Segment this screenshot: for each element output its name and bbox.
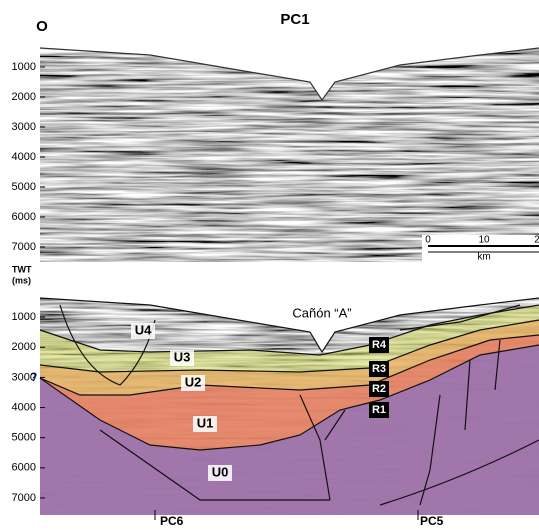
y-tick-label: 3000	[12, 121, 36, 133]
profile-label: PC6	[160, 514, 184, 528]
annotation: Cañón “A”	[292, 305, 351, 320]
y-tick-label: 1000	[12, 61, 36, 73]
horizon-r4	[39, 304, 539, 356]
reflector-label: R3	[372, 363, 386, 375]
reflector-label: R1	[372, 404, 386, 416]
fault	[399, 304, 521, 331]
y-tick-label: 7000	[12, 241, 36, 253]
axis-label: (ms)	[12, 275, 31, 285]
scale-label: 2	[534, 235, 539, 246]
fault	[59, 304, 156, 386]
axis-label: TWT	[12, 264, 32, 274]
title: PC1	[280, 11, 309, 28]
reflector-label: R4	[372, 339, 387, 351]
fault	[379, 339, 539, 506]
y-tick-label: 3000	[12, 371, 36, 383]
y-tick-label: 4000	[12, 151, 36, 163]
unit-label: U4	[135, 322, 152, 337]
unit-label-box	[208, 465, 232, 481]
water-top	[40, 38, 539, 100]
horizon-r3	[39, 319, 539, 373]
reflector-label-box	[369, 402, 389, 418]
water-bottom	[40, 288, 539, 352]
unit-label-box	[181, 375, 205, 391]
scale-label: 0	[425, 235, 431, 246]
y-tick-label: 6000	[12, 211, 36, 223]
horizon-r2	[39, 334, 539, 396]
scale-unit: km	[477, 252, 490, 263]
unit-label: U0	[212, 464, 229, 479]
y-tick-label: 4000	[12, 401, 36, 413]
unit-label: U2	[185, 374, 202, 389]
fault	[99, 429, 330, 501]
reflector-label-box	[369, 361, 389, 377]
y-tick-label: 7000	[12, 492, 36, 504]
reflector-label: R2	[372, 383, 386, 395]
y-tick-label: 6000	[12, 462, 36, 474]
seafloor-top	[39, 47, 539, 102]
horizons	[39, 297, 539, 506]
fault	[299, 394, 346, 501]
unit-label: U1	[197, 415, 214, 430]
y-tick-label: 5000	[12, 432, 36, 444]
scale-bar-box	[422, 235, 539, 262]
reflector-label-box	[369, 337, 389, 353]
unit-u0	[40, 345, 539, 515]
profile-end: O	[36, 18, 48, 35]
profile-label: PC5	[420, 514, 444, 528]
unit-label-box	[170, 350, 194, 366]
unit-label-box	[131, 323, 155, 339]
y-tick-label: 5000	[12, 181, 36, 193]
scale-label: 10	[478, 235, 490, 246]
horizon-r1	[39, 344, 539, 451]
unit-label: U3	[174, 349, 191, 364]
annotation: ?	[30, 370, 37, 384]
y-tick-label: 2000	[12, 91, 36, 103]
y-tick-label: 1000	[12, 311, 36, 323]
unit-label-box	[193, 416, 217, 432]
y-tick-label: 2000	[12, 341, 36, 353]
seafloor-bottom	[39, 297, 539, 354]
reflector-label-box	[369, 381, 389, 397]
